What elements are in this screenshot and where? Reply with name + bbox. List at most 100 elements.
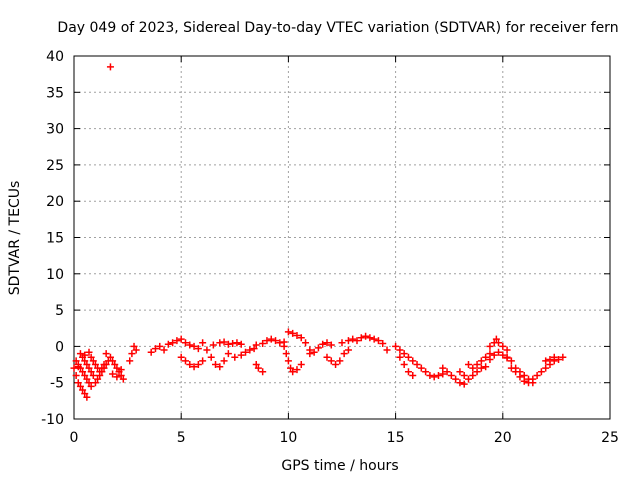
data-point [100,364,108,372]
data-point [392,342,400,350]
data-point [85,364,93,372]
data-point [319,340,327,348]
data-point [332,361,340,369]
data-point [102,350,110,358]
data-point [250,345,258,353]
data-point [310,348,318,356]
data-point [499,342,507,350]
data-point [252,341,260,349]
data-point [263,337,271,345]
data-point [113,373,121,381]
data-point [85,379,93,387]
axis-ticks: 0 5 10 15 20 25 -10 -5 0 5 10 15 20 25 30 35 40 [41,49,619,446]
data-point [72,371,80,379]
data-point [72,357,80,365]
data-point [550,353,558,361]
data-point [186,361,194,369]
data-point [190,363,198,371]
data-point [87,382,95,390]
data-point [293,332,301,340]
data-point [259,368,267,376]
x-tick-label: 25 [601,430,619,446]
data-point [81,390,89,398]
data-point [533,371,541,379]
data-point [443,368,451,376]
data-point [194,345,202,353]
x-tick-label: 20 [494,430,512,446]
data-point [220,338,228,346]
data-point [338,339,346,347]
data-point [272,337,280,345]
data-point [89,357,97,365]
y-axis-label: SDTVAR / TECUs [7,181,23,296]
y-tick-label: 0 [55,339,64,355]
data-point [404,368,412,376]
data-point [426,371,434,379]
data-point [537,368,545,376]
data-point [76,382,84,390]
data-point [109,357,117,365]
data-point [400,350,408,358]
data-point [280,342,288,350]
data-point [473,361,481,369]
y-tick-label: 5 [55,303,64,319]
data-point [520,377,528,385]
data-point [289,329,297,337]
data-point [529,375,537,383]
data-point [128,350,136,358]
data-point [102,361,110,369]
data-point [452,375,460,383]
data-point [151,345,159,353]
data-point [460,371,468,379]
data-point [252,361,260,369]
y-tick-label: -10 [41,412,64,428]
data-point [404,353,412,361]
data-point [327,357,335,365]
data-point [379,339,387,347]
data-point [119,375,127,383]
data-point [297,361,305,369]
data-point [473,368,481,376]
x-tick-label: 0 [70,430,79,446]
data-point [216,363,224,371]
data-point [76,350,84,358]
data-point [74,379,82,387]
data-point [246,346,254,354]
data-point [512,368,520,376]
chart-title: Day 049 of 2023, Sidereal Day-to-day VTE… [57,20,618,36]
data-point [169,339,177,347]
data-point [297,334,305,342]
data-point [91,379,99,387]
data-point [224,350,232,358]
data-point [237,351,245,359]
data-point [495,348,503,356]
data-point [499,351,507,359]
data-point [237,340,245,348]
data-point [482,363,490,371]
data-point [422,368,430,376]
data-point [374,337,382,345]
data-point [490,351,498,359]
data-point [336,357,344,365]
data-point [546,355,554,363]
data-point [181,339,189,347]
data-point [400,361,408,369]
data-point [233,339,241,347]
data-point [173,337,181,345]
data-point [507,357,515,365]
data-point [302,339,310,347]
data-point [79,368,87,376]
data-point [559,353,567,361]
data-point [477,357,485,365]
data-point [220,357,228,365]
data-point [289,368,297,376]
data-point [507,364,515,372]
data-point [456,368,464,376]
data-point [469,364,477,372]
data-point [456,379,464,387]
data-point [199,357,207,365]
data-point [413,361,421,369]
data-point [477,364,485,372]
data-point [81,351,89,359]
data-point [164,340,172,348]
